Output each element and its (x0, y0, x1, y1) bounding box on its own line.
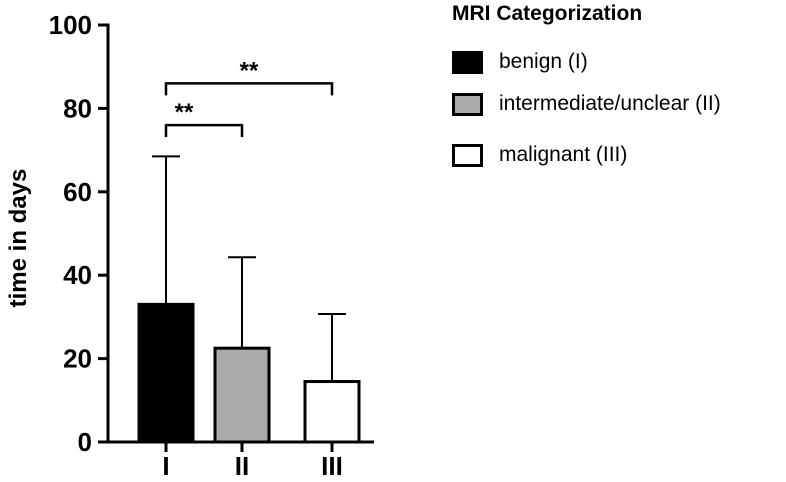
significance-label-I-II: ** (175, 99, 194, 126)
y-tick-label-100: 100 (49, 10, 92, 40)
legend: MRI Categorization benign (I) intermedia… (452, 0, 782, 200)
legend-swatch-benign (452, 50, 483, 74)
y-tick-label-20: 20 (63, 344, 92, 374)
legend-label-intermediate: intermediate/unclear (II) (499, 92, 721, 115)
legend-item-intermediate: intermediate/unclear (II) (452, 90, 721, 118)
x-tick-label-I: I (162, 451, 169, 477)
legend-label-malignant: malignant (III) (499, 143, 628, 166)
significance-label-I-III: ** (240, 57, 259, 84)
y-tick-label-80: 80 (63, 93, 92, 123)
legend-swatch-malignant (452, 143, 483, 167)
y-tick-label-60: 60 (63, 177, 92, 207)
legend-swatch-intermediate (452, 92, 483, 116)
legend-title: MRI Categorization (452, 2, 643, 25)
y-tick-label-40: 40 (63, 260, 92, 290)
legend-item-benign: benign (I) (452, 48, 588, 76)
significance-annotations: ** ** (164, 57, 334, 138)
x-tick-label-III: III (321, 451, 343, 477)
x-tick-label-II: II (235, 451, 249, 477)
legend-label-benign: benign (I) (499, 50, 588, 73)
bar-I (137, 302, 195, 444)
bar-III (303, 380, 361, 444)
x-axis: I II III (106, 440, 374, 481)
y-tick-label-0: 0 (78, 427, 92, 457)
y-axis: 0 20 40 60 80 100 (49, 10, 110, 457)
y-axis-label: time in days (5, 169, 32, 308)
significance-bracket-I-III (164, 82, 334, 96)
bar-II (213, 346, 271, 444)
bars (137, 302, 361, 444)
error-bars (152, 155, 346, 382)
legend-item-malignant: malignant (III) (452, 141, 627, 169)
significance-bracket-I-II (164, 123, 244, 138)
